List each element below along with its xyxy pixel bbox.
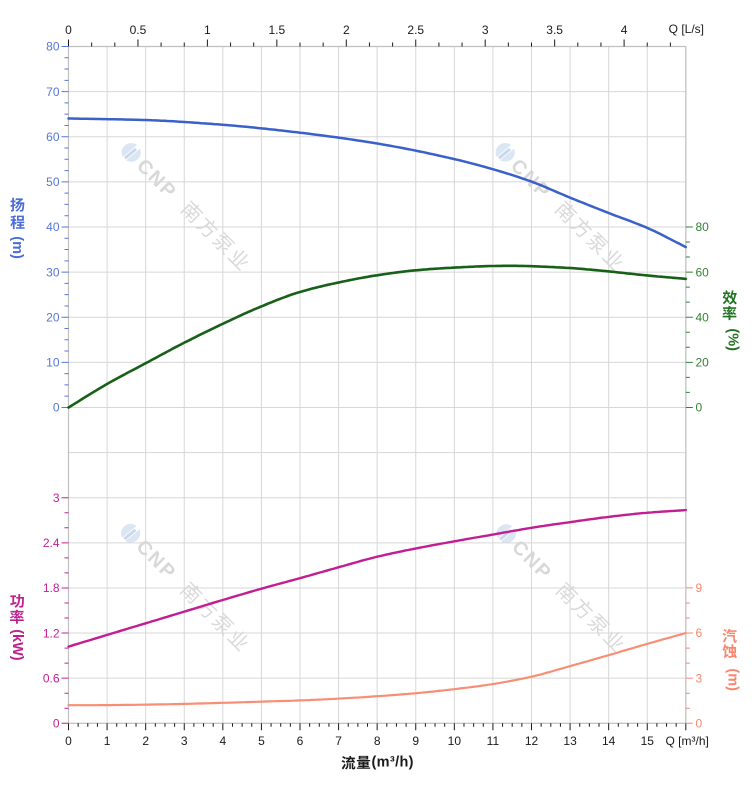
svg-text:1.8: 1.8: [43, 581, 60, 595]
svg-text:40: 40: [696, 310, 710, 324]
svg-text:1.5: 1.5: [269, 23, 286, 37]
svg-text:0: 0: [65, 23, 72, 37]
svg-text:9: 9: [412, 734, 419, 748]
svg-text:20: 20: [46, 310, 60, 324]
svg-text:80: 80: [46, 40, 60, 54]
svg-text:3: 3: [482, 23, 489, 37]
svg-text:10: 10: [448, 734, 462, 748]
svg-text:30: 30: [46, 265, 60, 279]
svg-text:12: 12: [525, 734, 539, 748]
svg-text:1: 1: [204, 23, 211, 37]
svg-text:6: 6: [696, 626, 703, 640]
svg-text:2.4: 2.4: [43, 536, 60, 550]
svg-text:50: 50: [46, 175, 60, 189]
svg-text:60: 60: [46, 130, 60, 144]
svg-text:14: 14: [602, 734, 616, 748]
svg-text:8: 8: [374, 734, 381, 748]
svg-text:0: 0: [53, 717, 60, 731]
svg-text:20: 20: [696, 356, 710, 370]
svg-text:60: 60: [696, 265, 710, 279]
svg-text:(%): (%): [724, 328, 740, 351]
svg-text:5: 5: [258, 734, 265, 748]
svg-text:(kW): (kW): [9, 629, 25, 661]
svg-text:1.2: 1.2: [43, 626, 60, 640]
svg-text:2.5: 2.5: [407, 23, 424, 37]
svg-text:0: 0: [696, 401, 703, 415]
svg-text:4: 4: [219, 734, 226, 748]
svg-text:11: 11: [487, 734, 500, 748]
svg-text:Q [L/s]: Q [L/s]: [669, 22, 704, 36]
svg-text:(m³/h): (m³/h): [372, 755, 414, 771]
svg-text:3: 3: [696, 671, 703, 685]
svg-text:15: 15: [641, 734, 655, 748]
svg-text:0.6: 0.6: [43, 671, 60, 685]
svg-text:7: 7: [335, 734, 342, 748]
svg-text:(m): (m): [725, 668, 741, 691]
svg-text:2: 2: [142, 734, 149, 748]
svg-text:40: 40: [46, 220, 60, 234]
svg-text:3: 3: [53, 491, 60, 505]
svg-text:0: 0: [65, 734, 72, 748]
svg-text:13: 13: [563, 734, 577, 748]
svg-text:4: 4: [621, 23, 628, 37]
svg-text:1: 1: [104, 734, 111, 748]
svg-text:10: 10: [46, 356, 60, 370]
svg-text:80: 80: [696, 220, 710, 234]
svg-text:0.5: 0.5: [130, 23, 147, 37]
svg-text:9: 9: [696, 581, 703, 595]
svg-text:(m): (m): [9, 236, 25, 259]
svg-text:3: 3: [181, 734, 188, 748]
svg-text:0: 0: [53, 401, 60, 415]
svg-text:70: 70: [46, 85, 60, 99]
svg-text:6: 6: [297, 734, 304, 748]
svg-text:2: 2: [343, 23, 350, 37]
svg-text:3.5: 3.5: [546, 23, 563, 37]
svg-text:Q [m³/h]: Q [m³/h]: [666, 734, 709, 748]
svg-text:0: 0: [696, 717, 703, 731]
